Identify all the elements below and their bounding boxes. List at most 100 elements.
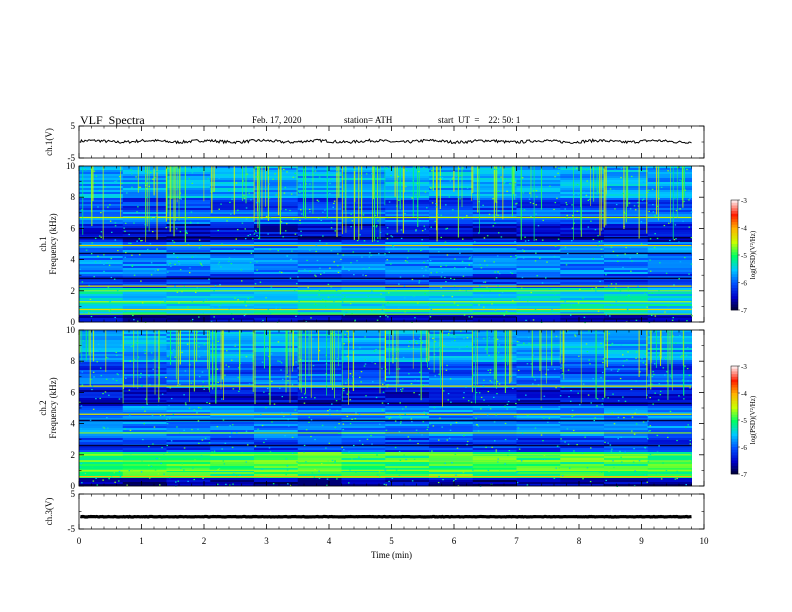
spectrogram-cell	[516, 246, 561, 249]
speckle	[360, 175, 362, 177]
speckle	[562, 386, 564, 388]
x-tick-label: 2	[202, 536, 207, 546]
spectrogram-cell	[604, 222, 649, 225]
speckle	[229, 175, 231, 177]
colorbar-swatch	[731, 282, 738, 286]
spectrogram-cell	[210, 392, 255, 395]
speckle	[684, 256, 686, 259]
spectrogram-cell	[472, 254, 517, 257]
spectrogram-cell	[122, 270, 167, 273]
spectrogram-cell	[341, 340, 386, 343]
spectrogram-cell	[254, 356, 299, 359]
speckle	[275, 194, 277, 196]
speckle	[438, 178, 441, 180]
speckle	[230, 213, 232, 215]
spectrogram-cell	[604, 446, 649, 449]
speckle	[235, 182, 238, 184]
spectrogram-cell	[516, 422, 561, 425]
speckle	[280, 369, 282, 371]
spectrogram-cell	[516, 412, 561, 415]
spectrogram-cell	[254, 228, 299, 231]
speckle	[389, 166, 392, 168]
speckle	[429, 423, 431, 425]
speckle	[619, 290, 622, 292]
spectrogram-cell	[472, 258, 517, 261]
speckle	[435, 203, 437, 205]
speckle	[245, 356, 248, 358]
spectrogram-cell	[341, 220, 386, 223]
speckle	[387, 383, 389, 386]
spectrogram-cell	[254, 440, 299, 443]
spectrogram-cell	[210, 272, 255, 275]
speckle	[126, 192, 128, 194]
spectrogram-cell	[341, 414, 386, 417]
speckle	[358, 413, 361, 415]
spectrogram-cell	[341, 226, 386, 229]
spectrogram-cell	[647, 406, 692, 409]
spectrogram-cell	[647, 254, 692, 257]
speckle	[257, 237, 260, 240]
speckle	[201, 371, 204, 373]
spectrogram-cell	[647, 212, 692, 215]
speckle	[262, 319, 264, 322]
speckle	[138, 238, 141, 240]
speckle	[417, 442, 419, 445]
speckle	[626, 359, 628, 361]
speckle	[526, 484, 529, 486]
speckle	[330, 178, 332, 180]
spectrogram-cell	[122, 370, 167, 373]
speckle	[163, 298, 166, 300]
spectrogram-cell	[341, 346, 386, 349]
spectrogram-cell	[254, 348, 299, 351]
spectrogram-cell	[647, 316, 692, 319]
spectrogram-cell	[516, 214, 561, 217]
speckle	[106, 417, 108, 419]
spectrogram-cell	[210, 208, 255, 211]
spectrogram-cell	[297, 430, 342, 433]
spectrogram-cell	[297, 206, 342, 209]
speckle	[388, 251, 390, 253]
spectrogram-cell	[341, 210, 386, 213]
spectrogram-cell	[297, 474, 342, 477]
speckle	[421, 239, 423, 241]
speckle	[427, 303, 430, 305]
spectrogram-cell	[472, 272, 517, 275]
speckle	[358, 456, 360, 458]
speckle	[551, 309, 553, 311]
spectrogram-cell	[560, 440, 605, 443]
spectrogram-cell	[122, 246, 167, 249]
speckle	[675, 342, 677, 344]
speckle	[352, 376, 354, 378]
speckle	[172, 413, 175, 416]
spectrogram-cell	[79, 370, 124, 373]
spectrogram-cell	[341, 480, 386, 483]
speckle	[452, 178, 454, 180]
spectrogram-cell	[604, 340, 649, 343]
spectrogram-cell	[122, 172, 167, 175]
speckle	[114, 481, 116, 483]
speckle	[322, 235, 324, 237]
speckle	[529, 192, 531, 194]
spectrogram-cell	[166, 366, 211, 369]
spectrogram-cell	[429, 344, 474, 347]
speckle	[130, 346, 132, 348]
spectrogram-cell	[166, 264, 211, 267]
speckle	[232, 473, 235, 475]
spectrogram-cell	[516, 178, 561, 181]
spectrogram-cell	[166, 446, 211, 449]
speckle	[178, 302, 180, 304]
speckle	[131, 186, 133, 188]
speckle	[631, 430, 633, 432]
spectrogram-cell	[297, 340, 342, 343]
spectrogram-cell	[297, 248, 342, 251]
speckle	[556, 445, 559, 447]
speckle	[159, 302, 161, 304]
spectrogram-cell	[297, 358, 342, 361]
spectrogram-cell	[560, 348, 605, 351]
spectrogram-cell	[297, 284, 342, 287]
spectrogram-cell	[122, 242, 167, 245]
spectrogram-cell	[472, 266, 517, 269]
speckle	[214, 285, 217, 287]
speckle	[104, 186, 106, 188]
speckle	[124, 428, 126, 430]
